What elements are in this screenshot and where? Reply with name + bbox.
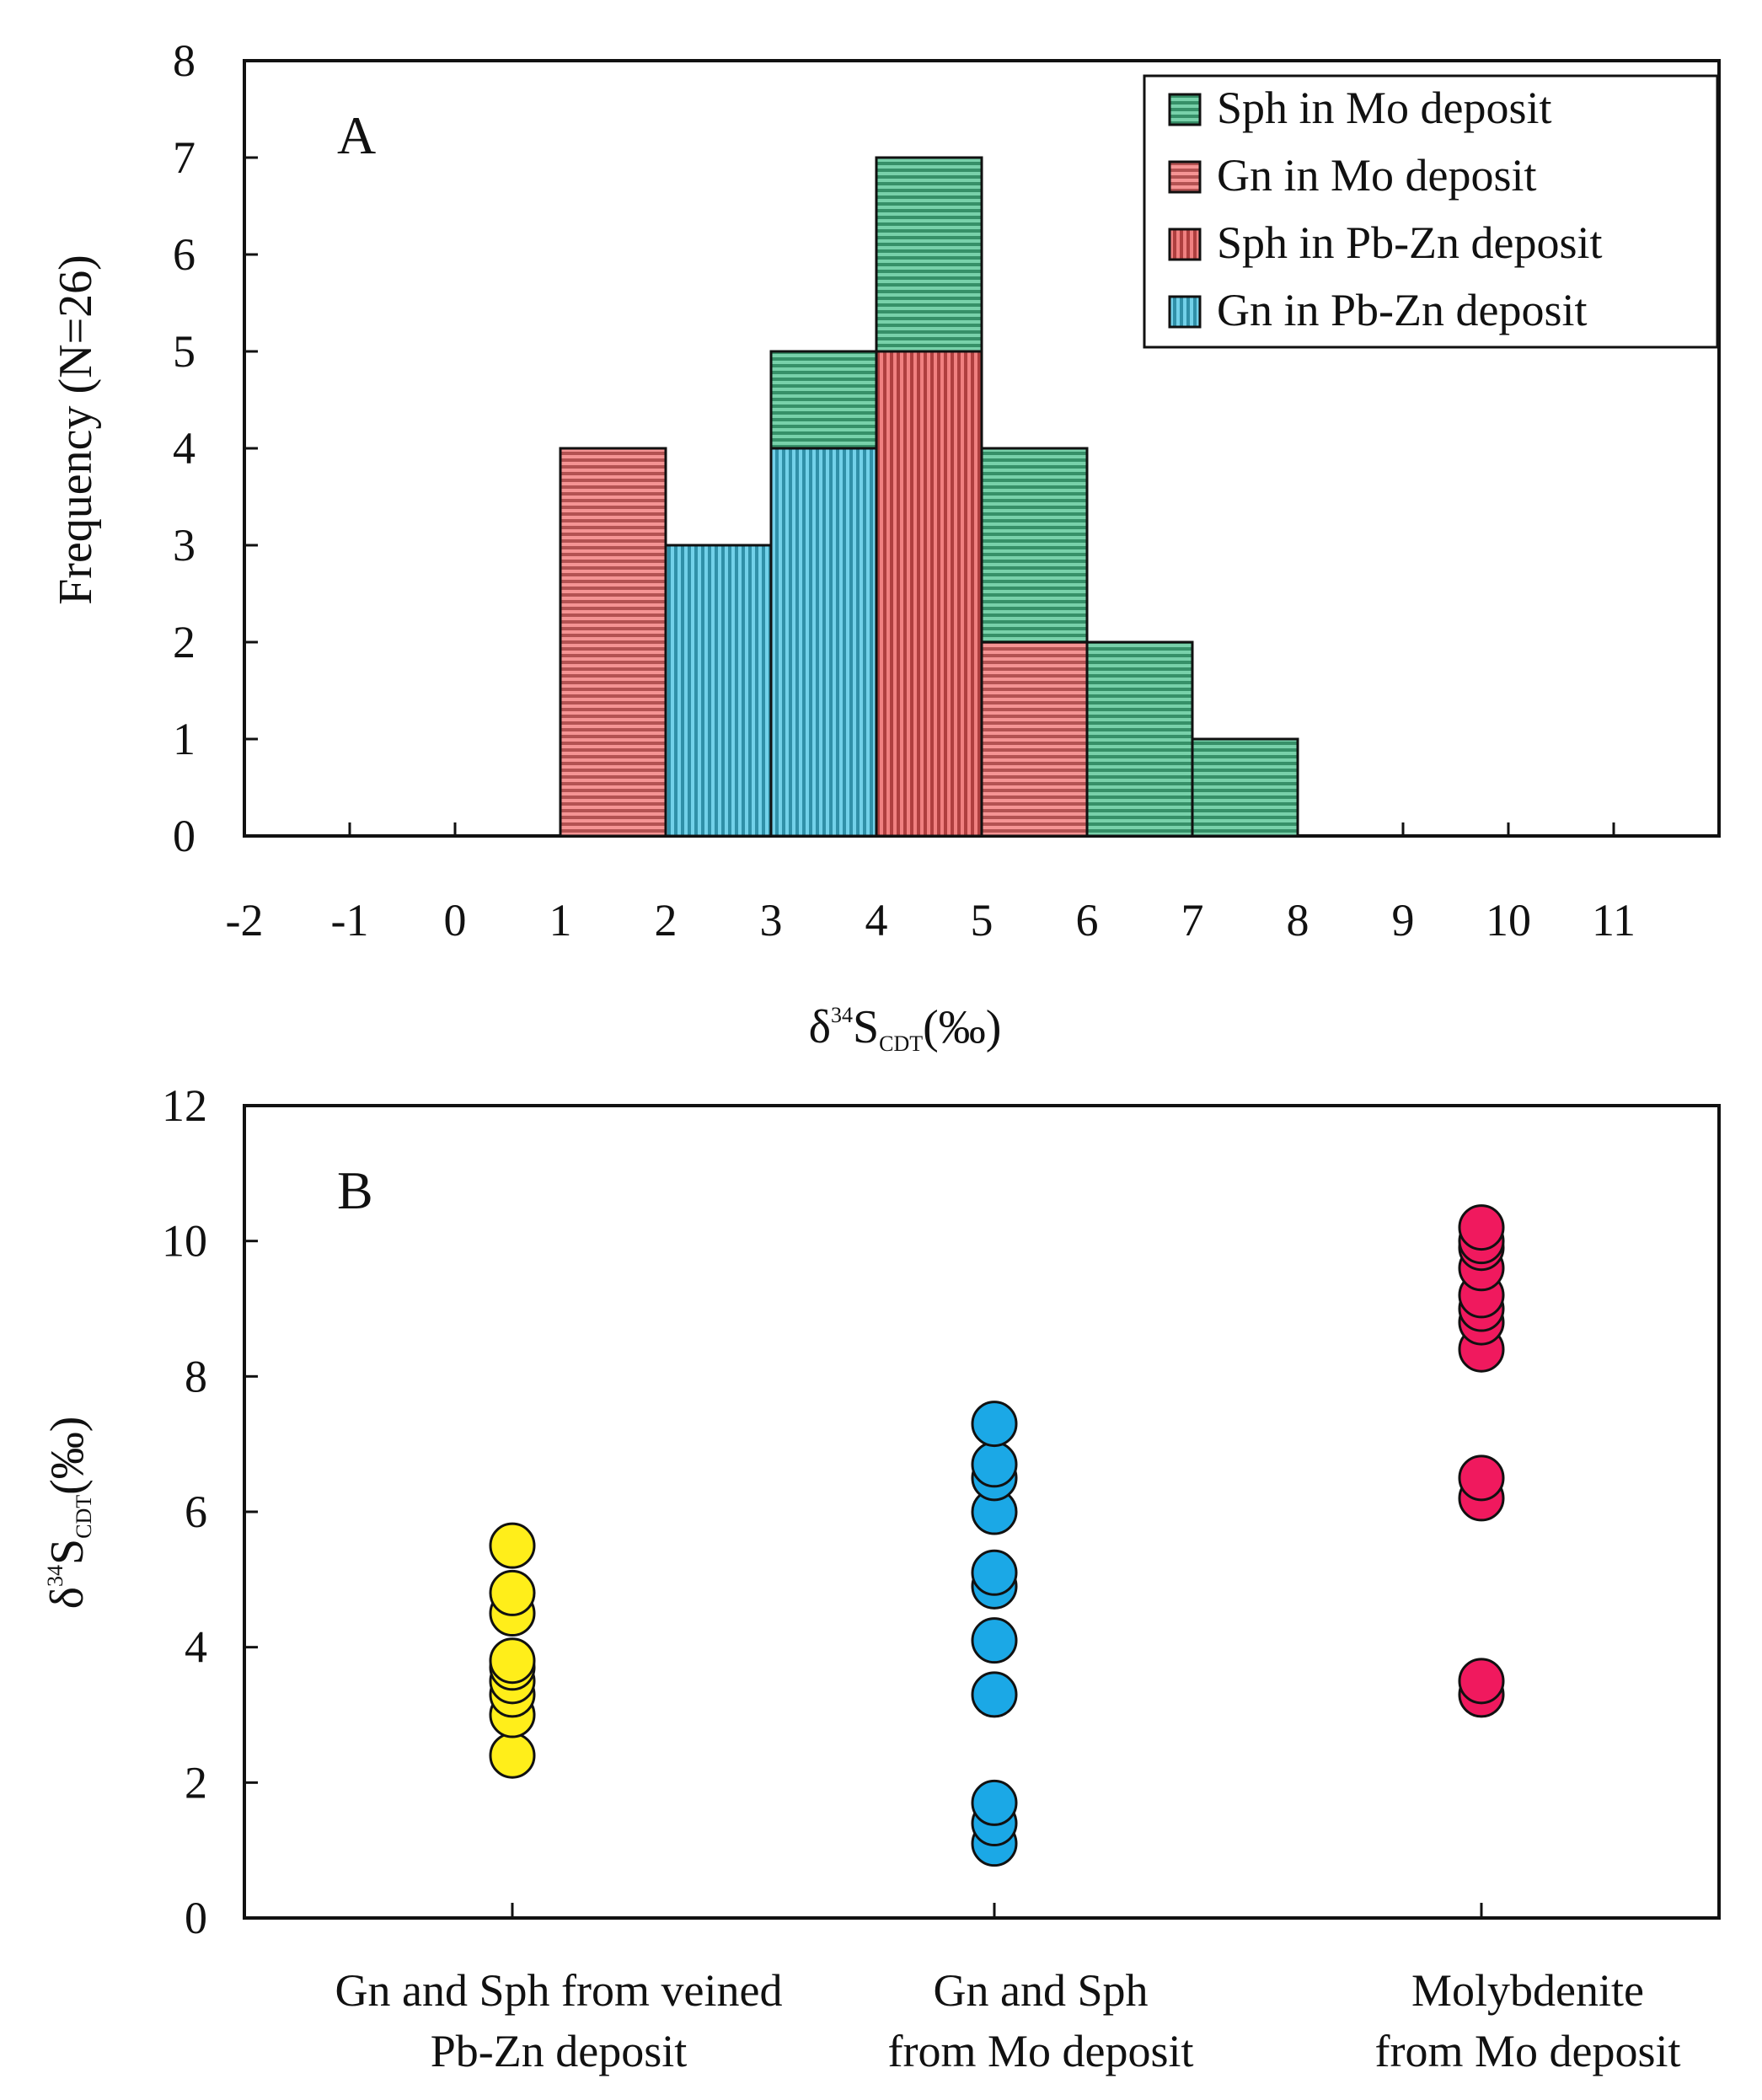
bar-hatch bbox=[980, 640, 1089, 838]
legend-label: Gn in Mo deposit bbox=[1217, 150, 1537, 201]
data-point bbox=[489, 1637, 536, 1685]
y-tick-label: 8 bbox=[185, 1351, 207, 1401]
x-tick-label: -2 bbox=[226, 895, 264, 946]
legend-item-gn-in-mo-deposit: Gn in Mo deposit bbox=[1168, 150, 1537, 201]
histogram-bar-sph-in-mo-deposit bbox=[980, 447, 1089, 644]
panel-a-y-axis: 0 1 2 3 4 5 6 7 8 bbox=[173, 35, 258, 861]
legend-item-sph-in-mo-deposit: Sph in Mo deposit bbox=[1168, 83, 1552, 133]
y-tick-label: 0 bbox=[173, 811, 195, 861]
histogram-bar-sph-in-mo-deposit bbox=[769, 350, 878, 450]
data-point bbox=[489, 1569, 536, 1616]
y-tick-label: 4 bbox=[185, 1622, 207, 1673]
histogram-bar-sph-in-pb-zn-deposit bbox=[875, 350, 983, 838]
data-point bbox=[971, 1617, 1018, 1664]
histogram-bar-gn-in-pb-zn-deposit bbox=[769, 447, 878, 838]
legend-frame bbox=[1143, 74, 1719, 349]
panel-a-histogram: 0 1 2 3 4 5 6 7 8 -2 -1 0 1 2 3 4 5 6 7 8 9 10 11 A Frequency… bbox=[50, 35, 1721, 1056]
panel-a-x-axis: -2 -1 0 1 2 3 4 5 6 7 8 9 10 11 bbox=[226, 822, 1721, 946]
bar-hatch bbox=[769, 350, 878, 450]
category-label: Gn and Sph from veined Pb-Zn deposit bbox=[335, 1965, 783, 2076]
data-point bbox=[1458, 1204, 1505, 1251]
data-point bbox=[971, 1779, 1018, 1826]
data-point bbox=[489, 1732, 536, 1779]
bar-hatch bbox=[1191, 737, 1299, 838]
histogram-bar-sph-in-mo-deposit bbox=[1191, 737, 1299, 838]
legend-swatch-hatch bbox=[1168, 295, 1202, 329]
y-tick-label: 1 bbox=[173, 714, 195, 764]
bar-hatch bbox=[1085, 640, 1194, 838]
x-tick-label: 0 bbox=[444, 895, 467, 946]
panel-a-letter: A bbox=[337, 105, 376, 165]
data-point bbox=[1458, 1454, 1505, 1502]
x-tick-label: 8 bbox=[1287, 895, 1309, 946]
y-tick-label: 0 bbox=[185, 1893, 207, 1943]
panel-b-letter: B bbox=[337, 1160, 373, 1220]
y-tick-label: 2 bbox=[185, 1757, 207, 1808]
x-tick-label: 4 bbox=[865, 895, 888, 946]
data-point bbox=[971, 1401, 1018, 1448]
panel-b-points bbox=[489, 1204, 1505, 1867]
y-tick-label: 4 bbox=[173, 423, 195, 474]
bar-hatch bbox=[875, 350, 983, 838]
legend-swatch-hatch bbox=[1168, 228, 1202, 261]
bar-hatch bbox=[875, 156, 983, 353]
x-tick-label: 11 bbox=[1592, 895, 1636, 946]
category-label: Gn and Sph from Mo deposit bbox=[888, 1965, 1194, 2076]
x-tick-label: 5 bbox=[971, 895, 993, 946]
panel-a-legend: Sph in Mo deposit Gn in Mo deposit Sph in … bbox=[1143, 74, 1719, 349]
x-tick-label: 6 bbox=[1076, 895, 1099, 946]
panel-b-x-axis: Gn and Sph from veined Pb-Zn deposit Gn an… bbox=[335, 1903, 1681, 2076]
y-tick-label: 2 bbox=[173, 617, 195, 667]
bar-hatch bbox=[769, 447, 878, 838]
histogram-bar-sph-in-mo-deposit bbox=[1085, 640, 1194, 838]
panel-b-scatter: 0 2 4 6 8 10 12 Gn and Sph from veined Pb-Zn de… bbox=[41, 1080, 1721, 2076]
category-label: Molybdenite from Mo deposit bbox=[1375, 1965, 1681, 2076]
histogram-bar-gn-in-mo-deposit bbox=[980, 640, 1089, 838]
y-tick-label: 12 bbox=[162, 1080, 207, 1131]
y-tick-label: 3 bbox=[173, 520, 195, 571]
data-point bbox=[971, 1671, 1018, 1718]
panel-b-y-axis: 0 2 4 6 8 10 12 bbox=[162, 1080, 258, 1943]
y-tick-label: 6 bbox=[173, 229, 195, 280]
panel-b-y-axis-title: δ34SCDT(‰) bbox=[41, 1417, 96, 1610]
x-tick-label: 2 bbox=[655, 895, 677, 946]
data-point bbox=[971, 1441, 1018, 1488]
bar-hatch bbox=[980, 447, 1089, 644]
legend-label: Gn in Pb-Zn deposit bbox=[1217, 285, 1588, 335]
x-tick-label: 9 bbox=[1392, 895, 1415, 946]
x-tick-label: 7 bbox=[1181, 895, 1204, 946]
legend-label: Sph in Pb-Zn deposit bbox=[1217, 217, 1603, 268]
data-point bbox=[1458, 1658, 1505, 1705]
x-tick-label: 3 bbox=[760, 895, 783, 946]
y-tick-label: 7 bbox=[173, 132, 195, 183]
histogram-bar-gn-in-mo-deposit bbox=[559, 447, 667, 838]
legend-item-sph-in-pb-zn-deposit: Sph in Pb-Zn deposit bbox=[1168, 217, 1603, 268]
panel-a-x-axis-title: δ34SCDT(‰) bbox=[809, 1001, 1002, 1056]
y-tick-label: 5 bbox=[173, 326, 195, 377]
x-tick-label: 10 bbox=[1486, 895, 1531, 946]
data-point bbox=[971, 1549, 1018, 1596]
bar-hatch bbox=[664, 544, 773, 838]
x-tick-label: -1 bbox=[331, 895, 369, 946]
y-tick-label: 6 bbox=[185, 1487, 207, 1537]
legend-label: Sph in Mo deposit bbox=[1217, 83, 1552, 133]
panel-a-y-axis-title: Frequency (N=26) bbox=[50, 254, 102, 605]
panel-a-bars bbox=[559, 156, 1299, 838]
histogram-bar-sph-in-mo-deposit bbox=[875, 156, 983, 353]
x-tick-label: 1 bbox=[549, 895, 572, 946]
histogram-bar-gn-in-pb-zn-deposit bbox=[664, 544, 773, 838]
data-point bbox=[489, 1522, 536, 1569]
y-tick-label: 8 bbox=[173, 35, 195, 86]
bar-hatch bbox=[559, 447, 667, 838]
legend-swatch-hatch bbox=[1168, 160, 1202, 194]
legend-item-gn-in-pb-zn-deposit: Gn in Pb-Zn deposit bbox=[1168, 285, 1588, 335]
y-tick-label: 10 bbox=[162, 1216, 207, 1267]
legend-swatch-hatch bbox=[1168, 93, 1202, 126]
